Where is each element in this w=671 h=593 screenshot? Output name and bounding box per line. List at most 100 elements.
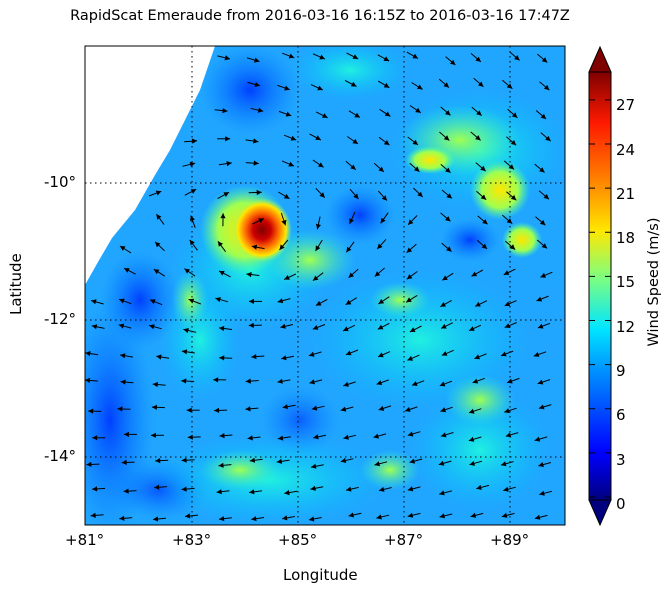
wind-vector-head [282,515,288,521]
wind-vector-head [119,246,126,251]
wind-vector-head [191,138,198,144]
wind-vector-head [215,297,221,303]
y-axis-label: Latitude [7,253,25,315]
wind-vector-head [249,298,254,304]
wind-vector-head [380,217,386,224]
wind-vectors [84,51,553,522]
wind-vector-head [184,268,190,274]
wind-vector-head [277,298,284,304]
wind-vector-head [440,432,447,438]
wind-vector-head [439,513,445,519]
wind-vector-head [383,56,390,62]
wind-vector-head [511,112,518,118]
wind-vector-head [156,214,162,220]
colorbar-tick-label: 27 [616,96,636,114]
wind-vector-head [317,85,323,91]
wind-vector-head [352,138,358,144]
wind-vector-head [91,324,98,330]
wind-vector-head [219,271,225,276]
wind-vector-head [120,353,126,359]
wind-swath [85,46,565,525]
wind-vector-head [417,191,423,197]
wind-vector-head [545,135,551,142]
wind-vector-head [509,244,516,250]
wind-vector-head [407,512,414,518]
wind-vector-head [181,457,187,463]
wind-vector-head [377,324,384,330]
wind-vector-head [153,269,160,275]
wind-vector-head [150,299,156,305]
wind-vector-head [311,463,317,469]
wind-vector-head [508,164,515,170]
wind-vector-head [315,245,321,251]
wind-vector-head [539,219,546,226]
wind-vector-head [218,462,224,468]
wind-vector-head [312,275,319,281]
wind-vector-head [117,406,123,412]
wind-vector-head [248,322,254,328]
wind-vector-head [539,167,545,173]
wind-vector-head [510,140,517,146]
wind-vector-head [284,275,290,280]
colorbar-tick-label: 0 [616,495,626,513]
wind-vector-head [217,241,223,247]
wind-vector-head [253,138,259,144]
wind-vector-head [213,377,219,383]
wind-vector-head [186,407,192,413]
wind-vector-head [86,461,92,467]
wind-vector-head [154,484,160,490]
x-axis-label: Longitude [283,566,358,584]
wind-vector-head [226,161,232,167]
wind-vector-head [119,515,125,521]
wind-vector-head [412,139,418,145]
wind-vector-head [284,85,290,91]
wind-vector-head [346,486,352,492]
y-tick-label: -12° [44,310,76,328]
wind-vector-head [257,107,264,113]
wind-vector-head [417,84,423,90]
wind-vector-head [469,326,475,331]
colorbar-tick-label: 21 [616,185,636,203]
wind-vector-head [537,323,544,329]
wind-vector-head [119,298,125,304]
wind-vector-head [469,408,475,414]
wind-vector-head [190,215,195,222]
wind-vector-head [219,433,225,439]
wind-vector-head [406,297,412,303]
wind-vector-head [123,431,129,437]
graticule [85,46,565,525]
wind-vector-head [533,352,540,357]
wind-vector-head [378,299,385,304]
wind-vector-head [480,194,487,200]
x-tick-label: +89° [490,531,530,549]
wind-vector-head [247,435,253,441]
wind-vector-head [220,213,226,219]
wind-vector-head [534,436,541,442]
wind-vector-head [350,81,357,87]
wind-vector-head [92,435,98,441]
wind-vector-head [149,324,155,330]
wind-vector-head [537,379,544,385]
wind-vector-head [505,432,512,438]
wind-vector-head [506,83,513,89]
wind-vector-head [538,462,544,468]
wind-vector-head [374,461,380,467]
wind-vector-head [476,110,482,116]
wind-vector-head [312,325,319,330]
wind-vector-head [478,81,484,87]
wind-vector-head [251,516,257,522]
wind-vector-head [214,407,220,413]
wind-vector-head [343,381,349,387]
wind-vector-head [445,110,451,116]
wind-vector-head [445,167,451,173]
plot-frame [84,45,566,526]
wind-vector-head [253,160,259,166]
wind-vector-head [408,219,414,225]
wind-vector-head [345,299,352,305]
x-tick-label: +85° [278,531,318,549]
colorbar-tick-label: 24 [616,141,636,159]
wind-vector-head [219,516,225,522]
wind-vector-head [251,244,258,250]
wind-vector-head [440,407,446,413]
x-tick-label: +83° [172,531,212,549]
